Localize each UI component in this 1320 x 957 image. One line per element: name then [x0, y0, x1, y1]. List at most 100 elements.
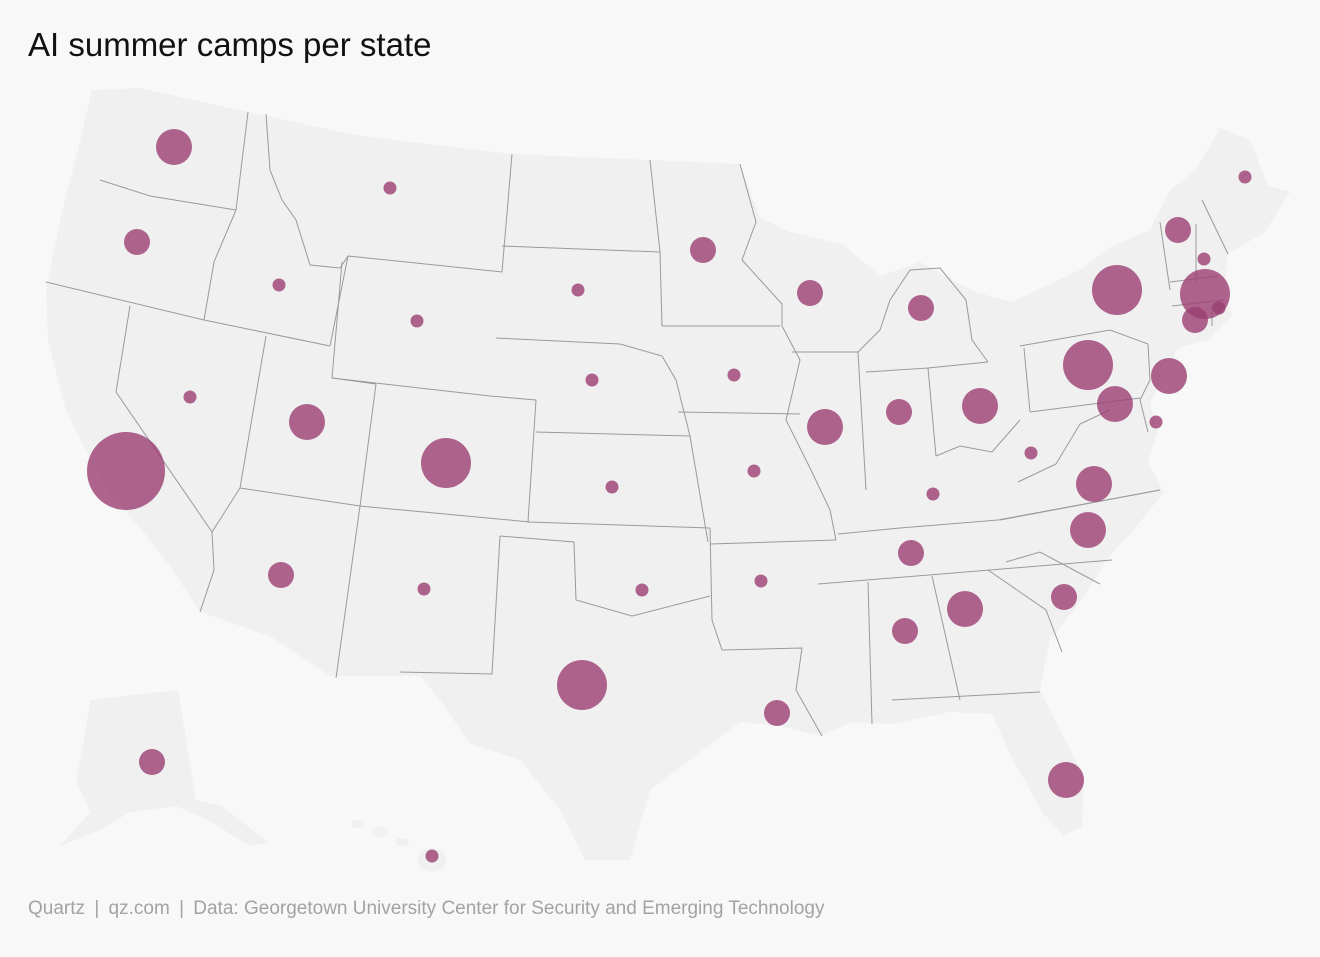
bubble-nebraska — [585, 373, 599, 387]
border-nj — [1139, 343, 1151, 401]
state-borders — [45, 111, 1229, 737]
border-ms-al — [867, 581, 873, 725]
bubble-illinois — [807, 409, 843, 445]
bubble-florida — [1048, 762, 1084, 798]
bubble-arizona — [268, 562, 294, 588]
border-ar-la-ms — [721, 647, 823, 737]
border-or-ca-nv — [45, 281, 205, 321]
footer-source: Data: Georgetown University Center for S… — [193, 898, 825, 919]
border-oh-wv-ky — [935, 419, 1021, 457]
contiguous-us-landmass — [46, 88, 1290, 860]
border-mo-ar — [709, 539, 837, 545]
michigan-shoreline — [857, 267, 989, 363]
bubble-kentucky — [926, 487, 940, 501]
border-wy-co — [331, 377, 491, 397]
bubble-louisiana — [764, 700, 790, 726]
border-va-nc — [999, 489, 1161, 521]
bubble-wyoming — [410, 314, 424, 328]
bubble-oklahoma — [635, 583, 649, 597]
border-il-in — [857, 351, 867, 491]
border-ny-pa — [1019, 329, 1149, 347]
footer-separator-1: | — [94, 898, 100, 919]
border-nh-me — [1201, 199, 1229, 255]
border-ny-vt — [1159, 221, 1171, 291]
bubble-new-mexico — [417, 582, 431, 596]
border-wa-or — [99, 179, 237, 211]
border-ok-tx-ar — [709, 527, 723, 651]
alaska-landmass — [60, 690, 268, 846]
bubble-delaware — [1149, 415, 1163, 429]
border-nd-mn — [649, 159, 663, 327]
bubble-virginia — [1076, 466, 1112, 502]
bubble-maine — [1238, 170, 1252, 184]
footer: Quartz | qz.com | Data: Georgetown Unive… — [28, 898, 824, 920]
border-mn-wi — [739, 163, 783, 326]
border-de-md — [1139, 399, 1149, 433]
bubble-layer — [87, 129, 1252, 863]
bubble-new-hampshire — [1197, 252, 1211, 266]
bubble-kansas — [605, 480, 619, 494]
footer-separator-2: | — [179, 898, 184, 919]
bubble-maryland — [1097, 386, 1133, 422]
border-ut-co — [359, 383, 377, 507]
bubble-new-jersey — [1151, 358, 1187, 394]
chart-title: AI summer camps per state — [28, 26, 432, 63]
bubble-arkansas — [754, 574, 768, 588]
bubble-wisconsin — [797, 280, 823, 306]
border-nd-sd — [501, 245, 661, 253]
border-nv-az — [211, 487, 241, 533]
border-az-nm — [335, 505, 361, 679]
hawaii-island-3 — [395, 838, 409, 846]
bubble-missouri — [747, 464, 761, 478]
border-id-wy-ut — [203, 319, 331, 347]
border-nm-tx — [399, 535, 501, 675]
bubble-new-york — [1092, 265, 1142, 315]
bubble-ohio — [962, 388, 998, 424]
border-ga-fl — [891, 691, 1041, 701]
bubble-michigan — [908, 295, 934, 321]
footer-brand: Quartz — [28, 898, 86, 919]
bubble-hawaii — [425, 849, 439, 863]
bubble-pennsylvania — [1063, 340, 1113, 390]
bubble-minnesota — [690, 237, 716, 263]
border-ut-az — [239, 487, 361, 507]
hawaii-island-2 — [372, 827, 388, 837]
border-ga-sc — [987, 569, 1063, 653]
border-sd-ne — [495, 337, 691, 437]
bubble-washington — [156, 129, 192, 165]
bubble-vermont — [1165, 217, 1191, 243]
bubble-montana — [383, 181, 397, 195]
border-ia-mo — [677, 411, 801, 415]
bubble-south-dakota — [571, 283, 585, 297]
border-wv-va — [1017, 409, 1111, 483]
border-ks-ok — [527, 521, 711, 529]
border-co-nm — [359, 505, 531, 523]
border-mo-ks — [689, 435, 709, 543]
bubble-colorado — [421, 438, 471, 488]
border-mi-oh — [927, 361, 989, 369]
border-wa-id — [235, 111, 249, 211]
bubble-west-virginia — [1024, 446, 1038, 460]
bubble-iowa — [727, 368, 741, 382]
border-co-ks-ne — [489, 395, 537, 523]
land-layer — [46, 88, 1290, 872]
border-mt-nd-sd-wy — [347, 153, 513, 273]
bubble-utah — [289, 404, 325, 440]
bubble-alaska — [139, 749, 165, 775]
border-ne-ks — [535, 431, 691, 437]
border-oh-pa — [1023, 347, 1031, 413]
border-al-ga — [931, 575, 961, 701]
bubble-idaho — [272, 278, 286, 292]
bubble-south-carolina — [1051, 584, 1077, 610]
bubble-oregon — [124, 229, 150, 255]
bubble-texas — [557, 660, 607, 710]
border-nc-sc — [1005, 551, 1101, 585]
hawaii-island-1 — [351, 820, 365, 828]
border-tn-ms-al-ga — [817, 559, 1113, 585]
bubble-georgia — [947, 591, 983, 627]
border-id-mt — [265, 113, 349, 269]
border-nv-ut — [239, 335, 267, 489]
bubble-california — [87, 432, 165, 510]
bubble-nevada — [183, 390, 197, 404]
